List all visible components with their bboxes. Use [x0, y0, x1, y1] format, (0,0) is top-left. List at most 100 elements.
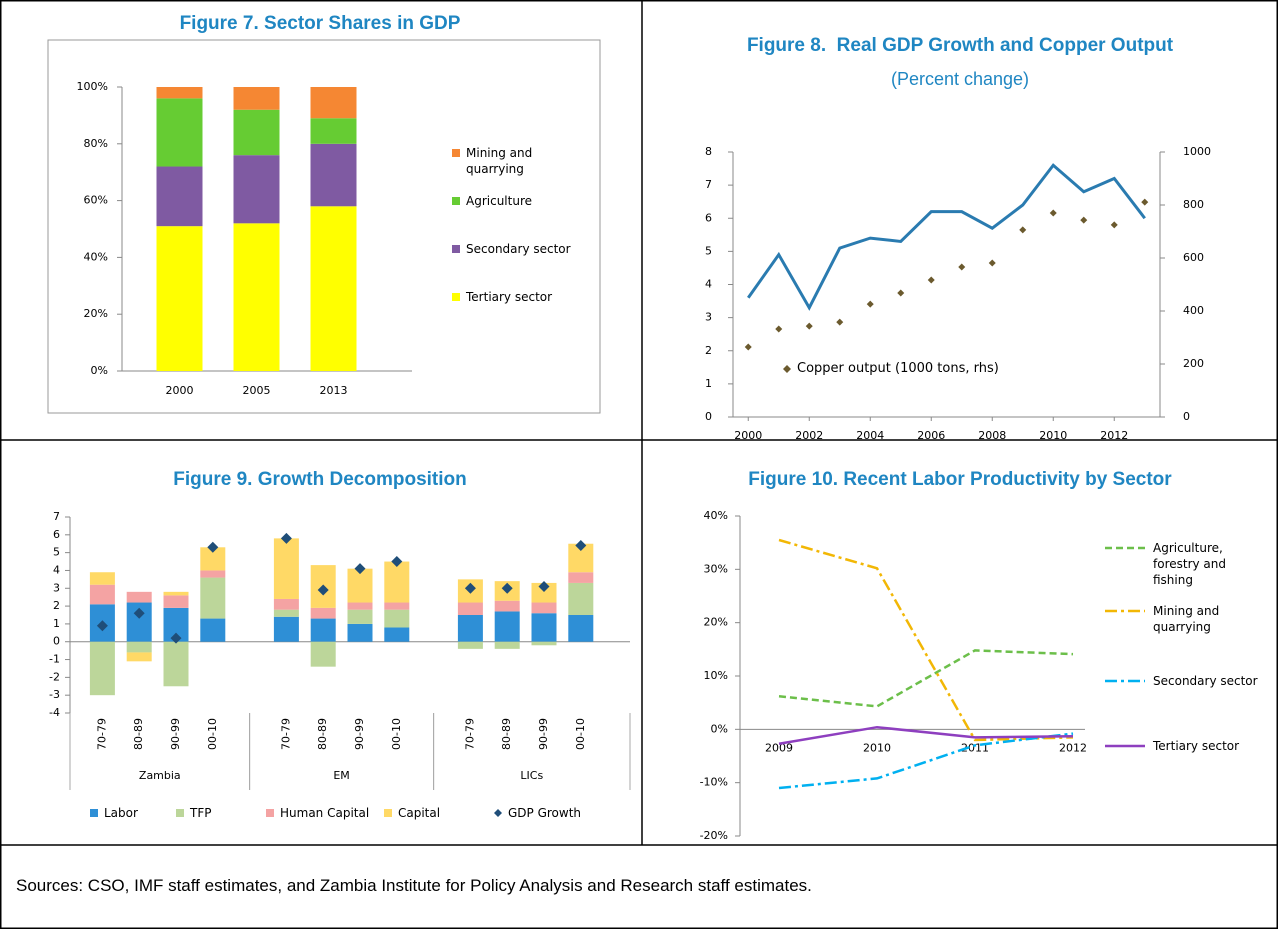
- bar-segment: [384, 609, 410, 628]
- bar-segment: [310, 607, 336, 619]
- marker: [538, 580, 550, 592]
- bar-segment: [163, 591, 189, 596]
- x-tick-label: 70-79: [279, 718, 292, 750]
- chart-title: Figure 7. Sector Shares in GDP: [180, 13, 461, 34]
- marker: [96, 620, 108, 632]
- bar-segment: [156, 166, 203, 227]
- x-tick-label: 2010: [1039, 429, 1067, 442]
- marker: [897, 289, 905, 297]
- x-tick-label: 90-99: [353, 718, 366, 750]
- marker: [1110, 221, 1118, 229]
- bar-segment: [233, 87, 280, 110]
- legend-label: TFP: [190, 806, 212, 820]
- legend-marker: [266, 809, 274, 817]
- bar-segment: [494, 600, 520, 612]
- x-tick-label: 2012: [1100, 429, 1128, 442]
- legend-marker: [783, 365, 791, 373]
- marker: [280, 532, 292, 544]
- legend-marker: [452, 293, 460, 301]
- legend-label: Agriculture: [466, 194, 532, 208]
- bar-segment: [384, 561, 410, 603]
- legend-marker: [452, 149, 460, 157]
- y-tick-label: 40%: [84, 250, 108, 263]
- bar-segment: [568, 615, 594, 642]
- line: [778, 538, 1074, 742]
- bar-segment: [310, 118, 357, 144]
- y-tick-label: 80%: [84, 137, 108, 150]
- y-tick-label: 8: [705, 145, 712, 158]
- marker: [1049, 209, 1057, 217]
- y-tick-label: 0%: [711, 722, 728, 735]
- y-tick-label: 40%: [704, 509, 728, 522]
- bar-segment: [347, 602, 373, 610]
- legend-label: Agriculture, forestry and fishing: [1153, 541, 1227, 587]
- marker: [988, 259, 996, 267]
- legend-label: Tertiary sector: [1153, 739, 1240, 753]
- marker: [805, 322, 813, 330]
- line: [778, 732, 1074, 790]
- bar-segment: [457, 641, 483, 649]
- marker: [775, 325, 783, 333]
- bar-segment: [531, 613, 557, 642]
- marker: [1141, 198, 1149, 206]
- x-tick-label: 80-89: [316, 718, 329, 750]
- bar-segment: [384, 627, 410, 642]
- marker: [317, 584, 329, 596]
- bar-segment: [273, 616, 299, 642]
- y-tick-label: 0%: [91, 364, 108, 377]
- x-tick-label: 2006: [917, 429, 945, 442]
- chart-box: [47, 39, 601, 414]
- y-tick-label: 0: [53, 635, 60, 648]
- y-tick-label: 1: [705, 377, 712, 390]
- bar-segment: [156, 98, 203, 167]
- x-tick-label: 2000: [734, 429, 762, 442]
- bar-segment: [156, 87, 203, 99]
- bar-segment: [273, 609, 299, 617]
- bar-segment: [89, 584, 115, 605]
- y-tick-label: 2: [705, 344, 712, 357]
- y-tick-label: 2: [53, 599, 60, 612]
- x-tick-label: 70-79: [95, 718, 108, 750]
- chart-title: Figure 9. Growth Decomposition: [173, 469, 466, 490]
- marker: [133, 607, 145, 619]
- x-tick-label: 2002: [795, 429, 823, 442]
- x-tick-label: 00-10: [206, 718, 219, 750]
- bar-segment: [494, 641, 520, 649]
- y-tick-label: 30%: [704, 562, 728, 575]
- line: [778, 649, 1074, 708]
- y-tick-label: 20%: [84, 307, 108, 320]
- bar-segment: [126, 652, 152, 662]
- marker: [836, 318, 844, 326]
- group-label: Zambia: [139, 769, 181, 782]
- bar-segment: [310, 641, 336, 667]
- chart-title: Figure 10. Recent Labor Productivity by …: [748, 469, 1172, 490]
- bar-segment: [347, 623, 373, 642]
- y-tick-label: 7: [705, 178, 712, 191]
- x-tick-label: 00-10: [390, 718, 403, 750]
- line: [778, 725, 1074, 745]
- marker: [170, 632, 182, 644]
- marker: [866, 300, 874, 308]
- y-tick-label: -4: [49, 706, 60, 719]
- bar-segment: [347, 609, 373, 624]
- bar-segment: [233, 109, 280, 156]
- bar-segment: [200, 577, 226, 619]
- x-tick-label: 2008: [978, 429, 1006, 442]
- x-tick-label: 90-99: [169, 718, 182, 750]
- bar-segment: [163, 641, 189, 687]
- bar-segment: [233, 223, 280, 371]
- y-tick-label: 5: [705, 244, 712, 257]
- y-tick-label: 6: [53, 528, 60, 541]
- x-tick-label: 2000: [166, 384, 194, 397]
- x-tick-label: 2005: [243, 384, 271, 397]
- y-tick-label: 200: [1183, 357, 1204, 370]
- line: [747, 163, 1146, 311]
- x-tick-label: 2004: [856, 429, 884, 442]
- legend-label: Secondary sector: [1153, 674, 1258, 688]
- bar-segment: [233, 155, 280, 224]
- legend-label: Mining and quarrying: [1153, 604, 1220, 634]
- x-tick-label: 2013: [320, 384, 348, 397]
- legend-marker: [90, 809, 98, 817]
- marker: [207, 541, 219, 553]
